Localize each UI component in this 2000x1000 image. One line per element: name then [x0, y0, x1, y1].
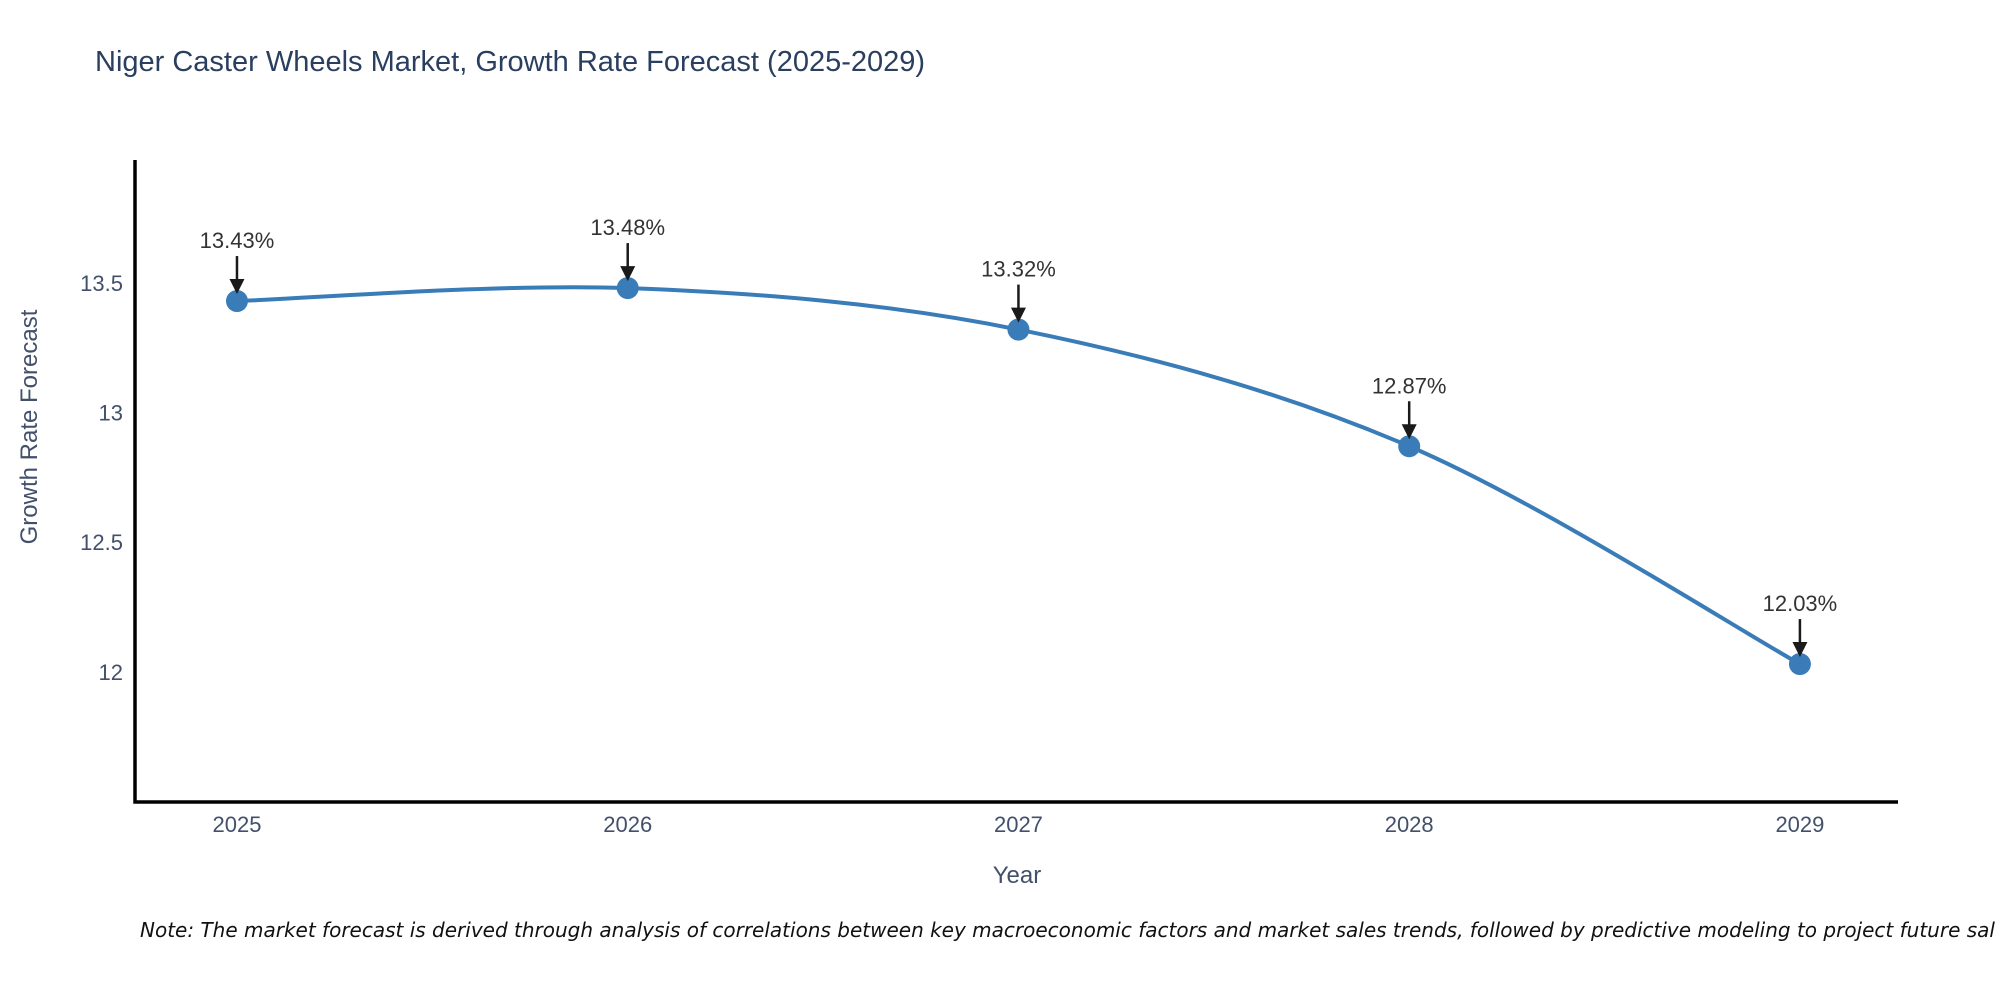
footnote: Note: The market forecast is derived thr…	[140, 918, 1995, 942]
y-tick-label: 12.5	[80, 530, 123, 555]
data-point-2028	[1398, 435, 1421, 458]
x-tick-label: 2027	[994, 812, 1043, 837]
x-tick-label: 2029	[1775, 812, 1824, 837]
annotation-label: 13.32%	[981, 257, 1056, 282]
data-point-2026	[616, 277, 639, 300]
data-point-2027	[1007, 318, 1030, 341]
annotation-arrowhead	[1792, 642, 1808, 658]
y-tick-label: 13	[99, 401, 123, 426]
x-tick-label: 2026	[603, 812, 652, 837]
annotation-label: 13.48%	[590, 215, 665, 240]
chart-title: Niger Caster Wheels Market, Growth Rate …	[95, 46, 926, 78]
annotation-arrowhead	[229, 279, 245, 295]
annotation-arrowhead	[1401, 424, 1417, 440]
y-tick-label: 12	[99, 660, 123, 685]
trend-line	[236, 285, 1801, 666]
annotation-label: 12.03%	[1763, 591, 1838, 616]
annotation-label: 12.87%	[1372, 373, 1447, 398]
annotation-arrowhead	[1010, 307, 1026, 323]
data-point-2029	[1788, 653, 1811, 676]
data-point-2025	[225, 290, 248, 313]
x-tick-label: 2025	[213, 812, 262, 837]
y-axis-title: Growth Rate Forecast	[16, 309, 43, 545]
axis-lines	[133, 160, 1898, 804]
y-tick-label: 13.5	[80, 271, 123, 296]
annotation-label: 13.43%	[200, 228, 275, 253]
annotation-arrowhead	[620, 266, 636, 282]
x-axis-title: Year	[992, 862, 1042, 889]
x-tick-label: 2028	[1385, 812, 1434, 837]
